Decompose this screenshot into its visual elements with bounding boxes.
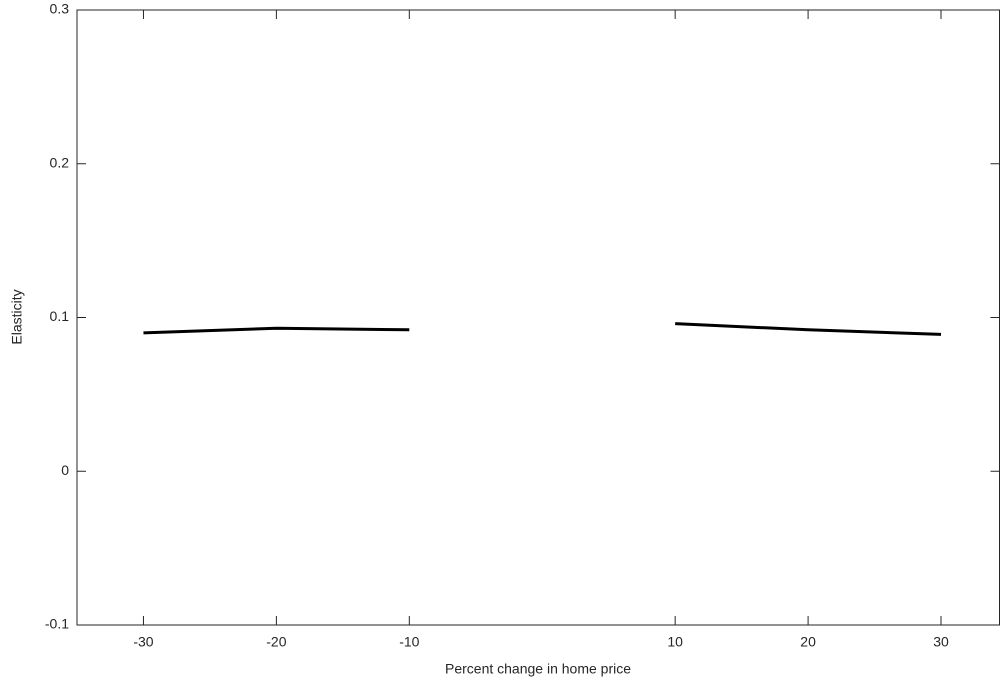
y-tick-label: 0.1 (50, 308, 70, 324)
x-tick-label: 10 (667, 634, 683, 650)
x-tick-label: -30 (133, 634, 153, 650)
y-tick-label: 0.2 (50, 154, 70, 170)
y-tick-label: 0 (61, 462, 69, 478)
x-tick-label: 30 (933, 634, 949, 650)
x-tick-label: 20 (800, 634, 816, 650)
series-line (143, 322, 942, 336)
x-tick-label: -10 (399, 634, 419, 650)
y-tick-label: 0.3 (50, 1, 70, 17)
x-tick-label: -20 (266, 634, 286, 650)
x-axis-label: Percent change in home price (445, 661, 631, 677)
y-tick-label: -0.1 (45, 616, 69, 632)
y-axis-label: Elasticity (9, 289, 25, 344)
